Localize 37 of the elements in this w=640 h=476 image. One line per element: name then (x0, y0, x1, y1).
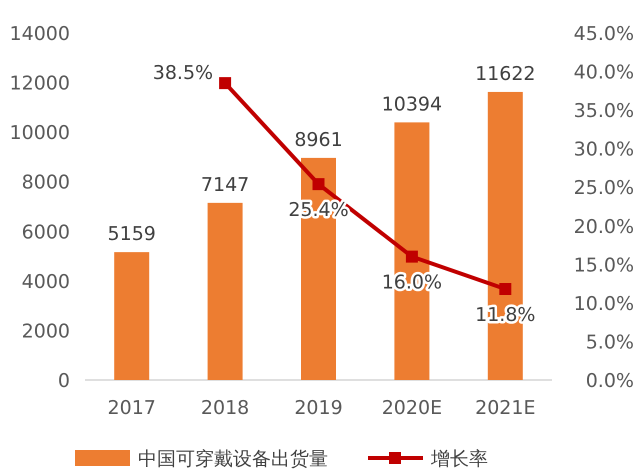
y-tick-label: 10000 (10, 122, 70, 144)
legend-label: 中国可穿戴设备出货量 (138, 448, 328, 470)
y2-tick-label: 20.0% (574, 216, 634, 238)
y-tick-label: 0 (58, 370, 70, 392)
y2-tick-label: 25.0% (574, 177, 634, 200)
data-label: 8961 (294, 128, 343, 151)
bar (114, 252, 150, 380)
data-label: 38.5% (152, 62, 214, 84)
y-tick-label: 14000 (10, 23, 70, 45)
x-tick-label: 2021E (475, 397, 536, 419)
y-tick-label: 12000 (10, 72, 70, 95)
x-tick-label: 2017 (108, 397, 156, 419)
data-label: 11622 (475, 62, 536, 85)
point (312, 178, 324, 190)
y-tick-label: 4000 (22, 270, 70, 293)
y2-tick-label: 10.0% (574, 292, 634, 315)
y2-tick-label: 45.0% (574, 23, 634, 45)
point (219, 77, 232, 90)
x-tick-label: 2018 (200, 397, 250, 419)
data-label: 5159 (108, 223, 156, 246)
y2-tick-label: 40.0% (574, 62, 634, 84)
point (406, 250, 418, 263)
y-tick-label: 6000 (22, 221, 70, 244)
data-label: 7147 (200, 174, 250, 196)
y2-tick-label: 35.0% (574, 100, 634, 122)
point (499, 283, 512, 296)
data-label: 10394 (382, 93, 442, 116)
x-tick-label: 2020E (382, 397, 442, 419)
bar (208, 202, 243, 380)
y2-tick-label: 5.0% (586, 331, 634, 354)
y2-tick-label: 15.0% (574, 254, 634, 276)
y2-tick-label: 30.0% (574, 138, 634, 161)
x-tick-label: 2019 (294, 397, 343, 419)
y-tick-label: 8000 (22, 172, 70, 194)
y-tick-label: 2000 (22, 320, 70, 342)
y2-tick-label: 0.0% (586, 370, 634, 392)
legend-label: 增长率 (430, 448, 488, 470)
